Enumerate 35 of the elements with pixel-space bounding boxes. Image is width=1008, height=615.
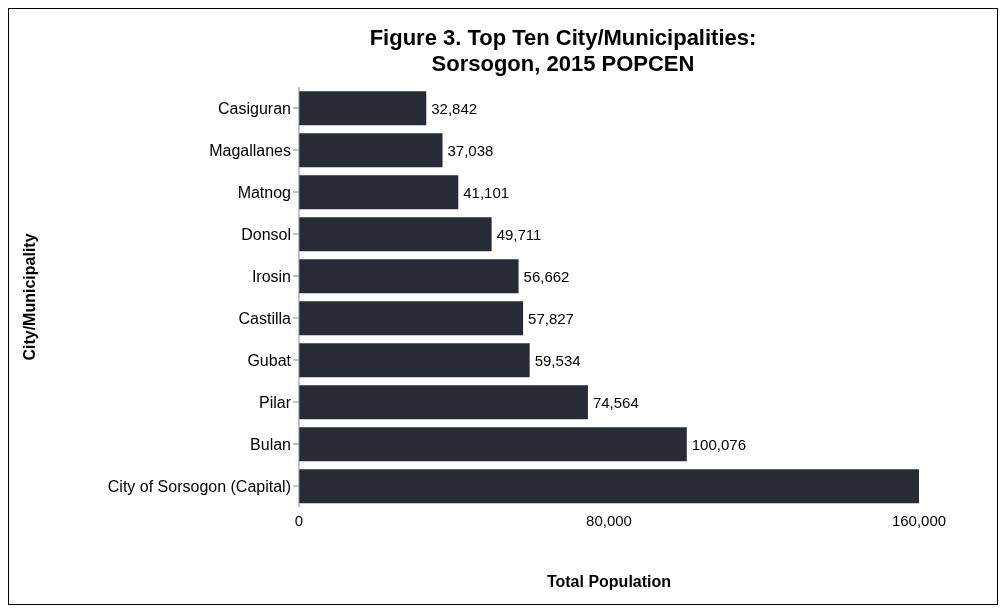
y-tick-label: Donsol [241,225,291,243]
bar [299,259,519,294]
data-label: 57,827 [528,309,574,327]
data-label: 74,564 [592,393,639,411]
y-axis-title: City/Municipality [20,233,38,361]
bar [299,385,588,420]
chart-title: Figure 3. Top Ten City/Municipalities: Sorsogon, 2015 POPCEN [368,25,758,77]
y-tick-label: City of Sorsogon (Capital) [107,477,291,495]
data-label: 32,842 [431,99,478,117]
bar [299,175,459,210]
x-tick-label: 0 [294,511,304,529]
y-tick-label: Irosin [251,267,291,285]
bar [299,427,687,462]
x-tick-label: 160,000 [891,511,947,529]
data-label: 49,711 [496,225,542,243]
x-tick-label: 80,000 [586,511,632,529]
bar [299,469,919,504]
y-tick-label: Castilla [238,309,292,327]
y-tick-label: Gubat [247,351,292,369]
y-tick-label: Bulan [250,435,291,453]
bar [299,301,524,336]
data-label: 100,076 [691,435,747,453]
bar [299,343,530,378]
x-axis-title: Total Population [546,573,672,590]
bar [299,217,492,252]
data-label: 56,662 [523,267,570,285]
y-tick-label: Matnog [237,183,291,201]
y-tick-label: Pilar [258,393,292,411]
data-label: 59,534 [534,351,581,369]
y-tick-label: Casiguran [218,99,291,117]
data-label: 37,038 [447,141,494,159]
data-label: 41,101 [463,183,510,201]
y-tick-label: Magallanes [209,141,291,159]
bar [299,91,427,126]
bar [299,133,443,168]
